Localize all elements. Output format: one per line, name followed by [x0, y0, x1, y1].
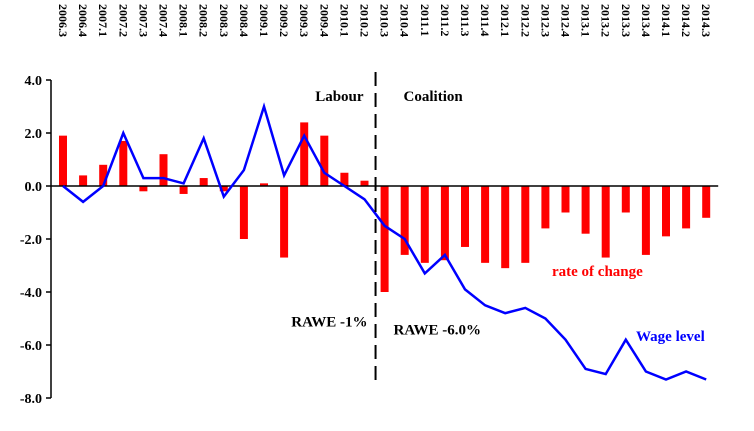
x-tick-label: 2008.2: [197, 4, 211, 37]
bar-rate-of-change: [440, 186, 449, 261]
x-tick-label: 2013.1: [579, 4, 593, 37]
bar-rate-of-change: [621, 186, 630, 213]
x-tick-label: 2007.1: [96, 4, 110, 37]
bar-rate-of-change: [179, 186, 188, 194]
x-tick-label: 2012.1: [498, 4, 512, 37]
bar-rate-of-change: [702, 186, 711, 218]
x-tick-label: 2006.4: [76, 4, 90, 37]
bar-rate-of-change: [219, 186, 228, 192]
x-tick-label: 2009.1: [257, 4, 271, 37]
x-tick-label: 2006.3: [56, 4, 70, 37]
bar-rate-of-change: [682, 186, 691, 229]
bar-rate-of-change: [521, 186, 530, 263]
x-tick-label: 2013.4: [639, 4, 653, 37]
x-tick-label: 2007.3: [136, 4, 150, 37]
bar-rate-of-change: [59, 135, 67, 186]
annotations: Labour Coalition RAWE -1% RAWE -6.0% rat…: [291, 89, 704, 345]
y-tick-label: 2.0: [25, 127, 43, 142]
x-tick-label: 2008.4: [237, 4, 251, 37]
x-tick-label: 2012.2: [518, 4, 532, 37]
x-tick-label: 2010.3: [378, 4, 392, 37]
x-tick-label: 2012.3: [538, 4, 552, 37]
x-tick-label: 2007.2: [116, 4, 130, 37]
bar-rate-of-change: [601, 186, 610, 258]
coalition-label: Coalition: [404, 89, 464, 105]
x-tick-label: 2007.4: [157, 4, 171, 37]
wage-level-line: [62, 102, 707, 381]
y-tick-label: -2.0: [20, 233, 42, 248]
x-tick-label: 2011.1: [418, 4, 432, 36]
rate-of-change-label: rate of change: [552, 264, 643, 280]
x-tick-label: 2013.3: [619, 4, 633, 37]
bar-rate-of-change: [239, 186, 248, 239]
bar-rate-of-change: [380, 186, 389, 292]
bar-rate-of-change: [541, 186, 550, 229]
x-tick-labels: 2006.3 2006.4 2007.1 2007.2 2007.3 2007.4 2008…: [56, 4, 713, 37]
x-tick-label: 2012.4: [559, 4, 573, 37]
bar-rate-of-change: [561, 186, 570, 213]
bar-rate-of-change: [501, 186, 510, 269]
x-tick-label: 2009.3: [297, 4, 311, 37]
bar-rate-of-change: [581, 186, 590, 234]
bar-rate-of-change: [420, 186, 429, 263]
bar-rate-of-change: [360, 180, 369, 186]
x-tick-label: 2011.3: [458, 4, 472, 36]
x-tick-label: 2008.3: [217, 4, 231, 37]
line-series-wage-level: [62, 102, 707, 381]
y-tick-label: 4.0: [25, 74, 43, 89]
bar-rate-of-change: [461, 186, 469, 247]
bar-rate-of-change: [260, 183, 268, 186]
bar-rate-of-change: [641, 186, 650, 255]
x-tick-label: 2008.1: [177, 4, 191, 37]
x-tick-label: 2010.2: [358, 4, 372, 37]
x-tick-label: 2014.2: [679, 4, 693, 37]
bar-rate-of-change: [481, 186, 490, 263]
bar-rate-of-change: [320, 135, 329, 186]
bar-rate-of-change: [119, 140, 128, 186]
x-tick-label: 2009.4: [317, 4, 331, 37]
bar-rate-of-change: [400, 186, 409, 255]
bar-rate-of-change: [159, 154, 168, 186]
bar-rate-of-change: [662, 186, 670, 237]
rawe-labour-label: RAWE -1%: [291, 314, 367, 330]
y-tick-label: -8.0: [20, 392, 42, 407]
bar-rate-of-change: [340, 172, 349, 186]
labour-label: Labour: [315, 89, 364, 105]
x-tick-label: 2014.1: [659, 4, 673, 37]
rawe-coalition-label: RAWE -6.0%: [394, 322, 482, 338]
x-tick-label: 2009.2: [277, 4, 291, 37]
bar-rate-of-change: [79, 175, 88, 186]
x-tick-label: 2013.2: [599, 4, 613, 37]
x-tick-label: 2011.2: [438, 4, 452, 36]
wage-level-label: Wage level: [636, 329, 705, 345]
y-tick-label: 0.0: [25, 180, 43, 195]
y-ticks: 4.0 2.0 0.0 -2.0 -4.0 -6.0 -8.0: [20, 74, 51, 407]
bar-rate-of-change: [99, 164, 108, 186]
bar-rate-of-change: [199, 178, 208, 186]
bar-rate-of-change: [139, 186, 148, 192]
bar-rate-of-change: [300, 122, 309, 186]
x-tick-label: 2010.4: [398, 4, 412, 37]
y-tick-label: -6.0: [20, 339, 42, 354]
x-tick-label: 2010.1: [337, 4, 351, 37]
bar-series-rate-of-change: [59, 122, 711, 292]
bar-rate-of-change: [280, 186, 289, 258]
x-tick-label: 2011.4: [478, 4, 492, 36]
x-tick-label: 2014.3: [699, 4, 713, 37]
y-tick-label: -4.0: [20, 286, 42, 301]
